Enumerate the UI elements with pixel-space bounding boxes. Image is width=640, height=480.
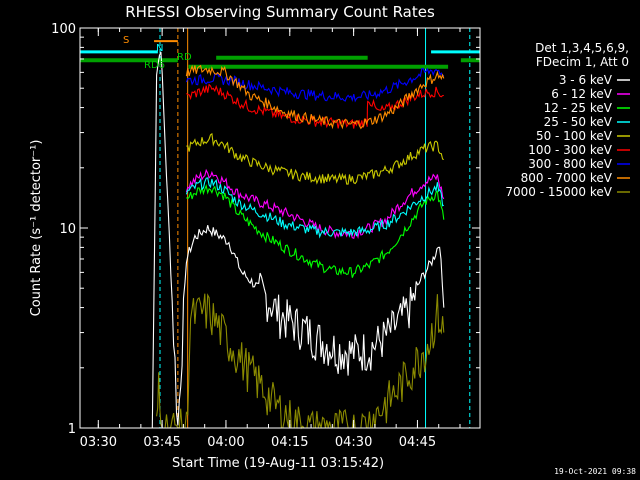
axis-ticks: [80, 27, 480, 429]
y-tick-label: 10: [59, 222, 76, 237]
x-axis-label: Start Time (19-Aug-11 03:15:42): [172, 456, 384, 471]
x-tick-labels: 03:30 03:45 04:00 04:15 04:30 04:45: [80, 435, 437, 450]
series-line: [156, 293, 445, 430]
y-axis-label: Count Rate (s⁻¹ detector⁻¹): [29, 140, 44, 317]
series-line: [186, 132, 444, 185]
series-line: [185, 177, 445, 239]
x-tick-label: 04:30: [335, 435, 372, 450]
chart-title: RHESSI Observing Summary Count Rates: [125, 3, 435, 21]
legend-label: 3 - 6 keV: [559, 73, 613, 87]
y-tick-labels: 1 10 100: [51, 22, 76, 437]
legend-header-line: Det 1,3,4,5,6,9,: [535, 41, 629, 55]
series-line: [185, 67, 445, 103]
legend: Det 1,3,4,5,6,9, FDecim 1, Att 0 3 - 6 k…: [505, 41, 630, 199]
annotation-n: N: [156, 43, 163, 54]
series-line: [185, 64, 445, 130]
series-line: [185, 168, 445, 240]
series-line: [151, 51, 445, 429]
legend-label: 800 - 7000 keV: [521, 171, 613, 185]
annotation-rd: RD: [177, 52, 192, 63]
y-tick-label: 1: [68, 422, 76, 437]
series-line: [186, 183, 445, 278]
legend-label: 300 - 800 keV: [528, 157, 612, 171]
legend-label: 7000 - 15000 keV: [505, 185, 612, 199]
annotation-s: S: [123, 35, 129, 46]
legend-label: 100 - 300 keV: [528, 143, 612, 157]
legend-label: 50 - 100 keV: [536, 129, 613, 143]
annotation-rd6: RD6: [144, 60, 165, 71]
x-tick-label: 03:45: [143, 435, 180, 450]
y-tick-label: 100: [51, 22, 76, 37]
data-traces: [151, 51, 445, 430]
series-line: [186, 83, 444, 129]
legend-label: 6 - 12 keV: [551, 87, 613, 101]
legend-label: 25 - 50 keV: [544, 115, 613, 129]
legend-label: 12 - 25 keV: [544, 101, 613, 115]
x-tick-label: 04:15: [271, 435, 308, 450]
x-tick-label: 04:00: [207, 435, 244, 450]
legend-header-line: FDecim 1, Att 0: [536, 55, 629, 69]
footer-date: 19-Oct-2021 09:38: [554, 467, 636, 476]
x-tick-label: 04:45: [399, 435, 436, 450]
x-tick-label: 03:30: [80, 435, 117, 450]
